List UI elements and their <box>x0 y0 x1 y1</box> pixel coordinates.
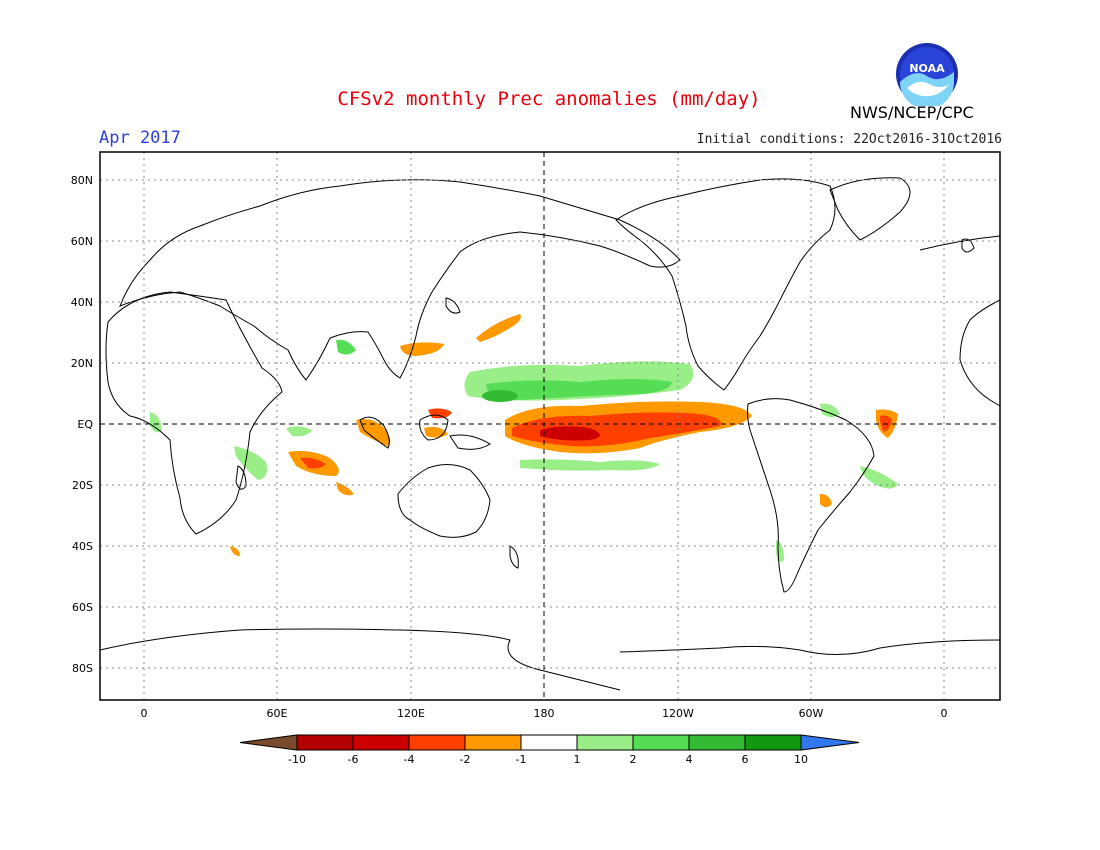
dry-anomaly-epacific-peak <box>540 426 600 441</box>
colorbar-bin <box>576 734 634 751</box>
coast-australia <box>397 464 491 538</box>
colorbar-label: 10 <box>794 753 808 766</box>
coast-south-america <box>747 398 875 593</box>
noaa-logo: NOAA <box>896 43 958 106</box>
colorbar-arrow-low <box>239 734 298 751</box>
coast-borneo <box>419 414 449 441</box>
coast-africa <box>105 291 283 535</box>
colorbar-label: -1 <box>516 753 527 766</box>
lat-label: 40N <box>71 296 93 309</box>
wet-anomaly-npacific-peak <box>482 390 518 402</box>
colorbar-bin <box>352 734 410 751</box>
lon-labels: 0 60E 120E 180 120W 60W 0 <box>141 707 948 720</box>
dry-anomaly-indian-ocean-core <box>300 457 326 469</box>
wet-anomaly-south-atlantic <box>860 466 898 489</box>
lon-label: 180 <box>534 707 555 720</box>
coast-greenland <box>829 177 911 241</box>
colorbar-label: -2 <box>460 753 471 766</box>
colorbar-label: 6 <box>742 753 749 766</box>
lon-label: 60E <box>267 707 288 720</box>
coastlines <box>99 177 1001 691</box>
wet-anomaly-npacific-core <box>486 379 672 401</box>
lon-label: 0 <box>141 707 148 720</box>
lon-label: 0 <box>941 707 948 720</box>
coast-uk <box>961 238 975 253</box>
dry-anomaly-south-indian <box>230 546 240 556</box>
lat-label: 60S <box>72 601 93 614</box>
initial-conditions: Initial conditions: 22Oct2016-31Oct2016 <box>696 132 1002 147</box>
coast-new-guinea <box>449 434 491 450</box>
colorbar-bin <box>688 734 746 751</box>
coast-japan <box>445 297 461 314</box>
colorbar-arrow-high <box>800 734 860 751</box>
colorbar-bin <box>296 734 354 751</box>
wet-anomaly-chile <box>776 540 784 562</box>
coast-eurasia <box>119 179 681 381</box>
lat-label: 20S <box>72 479 93 492</box>
dry-anomaly-brazil <box>820 494 832 507</box>
dry-anomaly-china <box>400 342 444 356</box>
dry-anomaly-indian-south <box>336 482 354 496</box>
lon-label: 120E <box>397 707 425 720</box>
lat-label: 60N <box>71 235 93 248</box>
lon-label: 120W <box>662 707 694 720</box>
lon-label: 60W <box>799 707 824 720</box>
wet-anomaly-amazon <box>820 403 840 417</box>
colorbar-bin <box>632 734 690 751</box>
wet-anomaly-indian-west <box>286 426 312 437</box>
anomaly-shading <box>150 314 898 562</box>
equator-dateline <box>100 152 1000 700</box>
colorbar-bin <box>464 734 522 751</box>
colorbar-label: 1 <box>574 753 581 766</box>
wet-anomaly-spacific <box>520 459 660 471</box>
coast-sumatra <box>359 416 390 449</box>
colorbar-bin <box>520 734 578 751</box>
dry-anomaly-philippines <box>428 408 452 419</box>
noaa-logo-text: NOAA <box>909 62 945 75</box>
map-title: CFSv2 monthly Prec anomalies (mm/day) <box>337 88 761 110</box>
colorbar: -10 -6 -4 -2 -1 1 2 4 6 10 <box>239 734 860 766</box>
coast-north-america <box>615 178 836 391</box>
wet-anomaly-madagascar <box>234 446 267 480</box>
lat-label: EQ <box>77 418 93 431</box>
lat-label: 20N <box>71 357 93 370</box>
colorbar-bin <box>744 734 802 751</box>
lat-label: 40S <box>72 540 93 553</box>
colorbar-label: 2 <box>630 753 637 766</box>
lat-labels: 80N 60N 40N 20N EQ 20S 40S 60S 80S <box>71 174 94 675</box>
colorbar-label: -4 <box>404 753 415 766</box>
colorbar-label: -10 <box>288 753 306 766</box>
dry-anomaly-sumatra <box>356 419 391 446</box>
organization-label: NWS/NCEP/CPC <box>850 103 974 122</box>
colorbar-label: 4 <box>686 753 693 766</box>
wet-anomaly-bay-of-bengal <box>336 339 356 355</box>
coast-europe-africa-east <box>919 235 1001 407</box>
colorbar-label: -6 <box>348 753 359 766</box>
coast-madagascar <box>235 465 247 490</box>
coast-antarctica <box>99 628 1001 691</box>
wet-anomaly-west-africa <box>150 412 162 433</box>
lat-label: 80S <box>72 662 93 675</box>
lat-label: 80N <box>71 174 93 187</box>
coast-new-zealand <box>509 545 519 569</box>
gridlines <box>100 152 1000 700</box>
map-frame <box>99 151 1001 701</box>
dry-anomaly-nwpacific <box>476 314 521 342</box>
colorbar-bin <box>408 734 466 751</box>
forecast-month: Apr 2017 <box>99 128 181 148</box>
